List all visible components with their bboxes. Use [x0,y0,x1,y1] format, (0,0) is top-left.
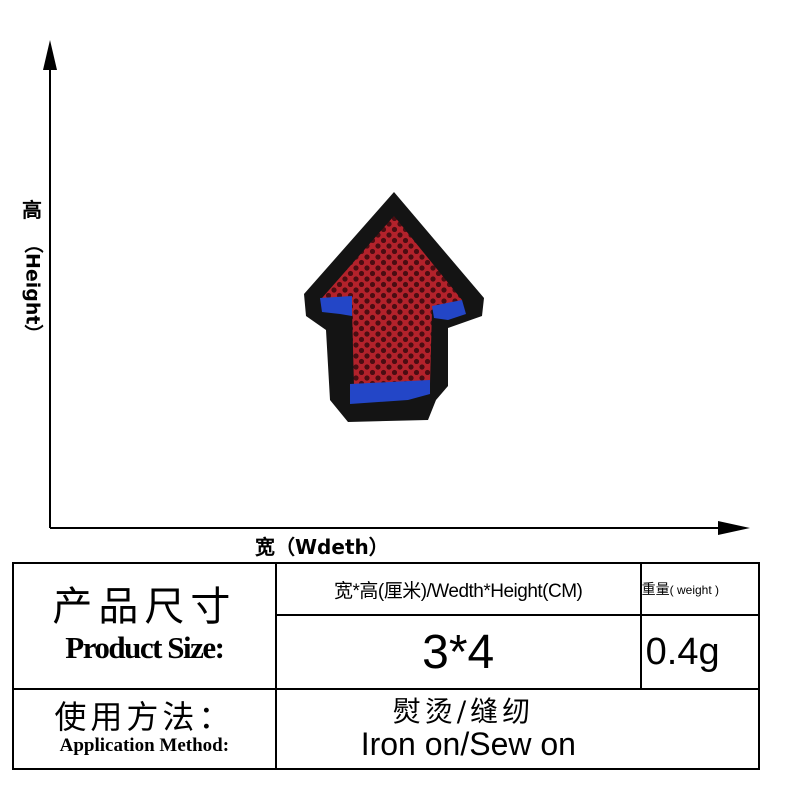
weight-header-cn: 重量 [641,581,670,597]
height-label-en: （Height） [21,234,44,344]
application-method-label-cn: 使用方法： [54,698,235,736]
product-size-label-cell: 产品尺寸 Product Size: [12,562,277,690]
patch-right-accent [432,300,466,320]
measurement-axes [43,40,750,535]
y-axis-arrowhead [43,40,57,70]
weight-header-en: ( weight ) [669,583,720,597]
weight-value: 0.4g [645,630,720,673]
application-method-value-cell: 熨烫/缝纫 Iron on/Sew on [274,688,761,770]
product-size-label-en: Product Size: [65,630,225,666]
application-method-value-en: Iron on/Sew on [360,726,576,763]
weight-header-cell: 重量( weight ) [639,562,761,616]
dimension-value: 3*4 [422,625,495,679]
patch-fill [322,216,462,386]
height-label-cn: 高 [22,198,42,222]
patch-left-accent [320,296,352,316]
product-size-label-cn: 产品尺寸 [52,584,237,631]
arrow-patch-image [304,192,484,422]
x-axis-arrowhead [718,521,750,535]
weight-value-cell: 0.4g [639,614,761,690]
patch-bottom-accent [350,380,430,404]
product-spec-table: 产品尺寸 Product Size: 宽*高(厘米)/Wedth*Height(… [12,562,761,770]
application-method-label-cell: 使用方法： Application Method: [12,688,277,770]
application-method-label-en: Application Method: [59,735,230,757]
height-axis-label: 高 （Height） [14,200,50,344]
application-method-value-cn: 熨烫/缝纫 [392,695,535,729]
width-axis-label: 宽（Wdeth） [255,535,389,559]
dimension-header-cell: 宽*高(厘米)/Wedth*Height(CM) [274,562,642,616]
dimension-header: 宽*高(厘米)/Wedth*Height(CM) [333,580,583,602]
dimension-value-cell: 3*4 [274,614,642,690]
